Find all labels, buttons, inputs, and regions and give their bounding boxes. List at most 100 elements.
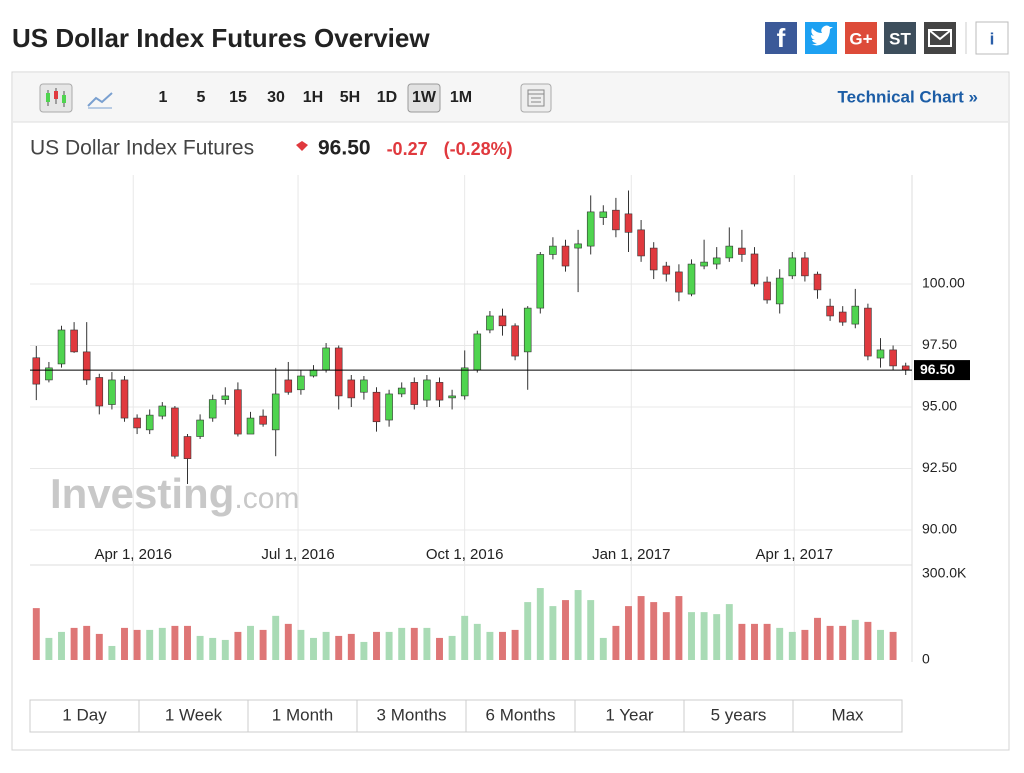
candle-body: [423, 379, 431, 401]
quote-change-pct: (-0.28%): [444, 139, 513, 159]
candle-icon-down: [54, 91, 58, 99]
candle-body: [259, 415, 267, 425]
volume-bar: [297, 629, 305, 660]
volume-tick-label: 0: [922, 651, 930, 667]
candle-body: [208, 399, 217, 419]
volume-bar: [385, 631, 393, 660]
volume-bar: [725, 604, 733, 660]
volume-bar: [70, 627, 78, 660]
toolbar: [13, 73, 1008, 122]
share-button[interactable]: [884, 22, 916, 54]
candle-body: [145, 414, 154, 431]
x-tick-label: Apr 1, 2016: [94, 546, 172, 563]
volume-bar: [839, 625, 847, 660]
candle-body: [838, 311, 847, 323]
volume-bar: [486, 631, 494, 660]
range-button[interactable]: Max: [831, 705, 864, 724]
share-button[interactable]: [845, 22, 877, 54]
volume-bar: [259, 629, 267, 660]
candle-body: [775, 277, 784, 305]
active-interval: [407, 83, 441, 113]
interval-button[interactable]: 5H: [340, 89, 360, 106]
share-label: ST: [889, 29, 911, 48]
interval-button[interactable]: 1H: [303, 89, 323, 106]
twitter-icon: [811, 25, 833, 46]
share-button[interactable]: [765, 22, 797, 54]
volume-bar: [662, 612, 670, 660]
candle-body: [334, 347, 343, 397]
candle-body: [599, 211, 608, 218]
volume-bar: [738, 623, 746, 660]
interval-button[interactable]: 1D: [377, 89, 397, 106]
quote-price: 96.50: [318, 137, 371, 160]
volume-bar: [587, 600, 595, 660]
range-button[interactable]: 1 Week: [165, 705, 223, 724]
candle-body: [45, 367, 53, 381]
volume-bar: [889, 631, 897, 660]
share-button[interactable]: [975, 21, 1009, 55]
volume-bar: [700, 612, 708, 660]
volume-tick-label: 300.0K: [922, 565, 967, 581]
volume-bar: [549, 606, 557, 660]
candle-body: [448, 395, 456, 399]
candle-body: [876, 349, 885, 359]
interval-button[interactable]: 1W: [412, 89, 437, 106]
last-price-label: 96.50: [920, 361, 955, 377]
range-button[interactable]: 1 Year: [605, 705, 654, 724]
interval-button[interactable]: 30: [267, 89, 285, 106]
x-tick-label: Apr 1, 2017: [755, 546, 833, 563]
candle-body: [826, 305, 834, 317]
y-tick-label: 92.50: [922, 459, 957, 475]
technical-chart-link[interactable]: Technical Chart »: [838, 87, 978, 106]
share-label: i: [990, 29, 995, 48]
candle-body: [725, 245, 734, 259]
mail-icon: [928, 29, 952, 47]
interval-button[interactable]: 1: [159, 89, 168, 106]
candle-body: [347, 379, 356, 399]
interval-button[interactable]: 15: [229, 89, 247, 106]
range-button[interactable]: 6 Months: [486, 705, 556, 724]
quote-change: -0.27: [387, 139, 428, 159]
volume-bar: [814, 617, 821, 660]
candle-body: [536, 254, 545, 309]
volume-bar: [373, 631, 380, 660]
candle-body: [662, 265, 671, 275]
range-button[interactable]: 3 Months: [377, 705, 447, 724]
volume-bar: [171, 625, 179, 660]
candle-body: [196, 419, 204, 437]
volume-bar: [776, 627, 784, 660]
candle-body: [523, 307, 532, 353]
candle-body: [297, 375, 305, 391]
y-tick-label: 100.00: [922, 275, 965, 291]
candle-body: [864, 307, 872, 357]
volume-bar: [524, 602, 532, 660]
volume-bar: [574, 590, 582, 660]
range-button[interactable]: 1 Day: [62, 705, 107, 724]
candle-body: [271, 393, 280, 431]
volume-bar: [196, 635, 204, 660]
volume-bar: [221, 639, 229, 660]
line-type-button[interactable]: [87, 92, 113, 107]
volume-bar: [410, 627, 418, 660]
candle-body: [82, 351, 91, 381]
candle-body: [901, 365, 910, 371]
volume-bar: [688, 612, 695, 660]
candle-body: [397, 387, 406, 395]
volume-bar: [247, 625, 254, 660]
volume-bar: [32, 608, 40, 660]
candle-body: [738, 247, 746, 255]
volume-bar: [335, 635, 343, 660]
candle-body: [586, 211, 595, 247]
volume-bar: [360, 641, 368, 660]
range-button[interactable]: 5 years: [711, 705, 767, 724]
interval-button[interactable]: 5: [197, 89, 206, 106]
range-button[interactable]: 1 Month: [272, 705, 333, 724]
volume-bar: [184, 625, 191, 660]
candle-body: [183, 436, 192, 459]
volume-bar: [826, 625, 834, 660]
volume-bar: [801, 629, 809, 660]
interval-button[interactable]: 1M: [450, 89, 472, 106]
candle-body: [712, 257, 721, 265]
volume-bar: [322, 631, 330, 660]
